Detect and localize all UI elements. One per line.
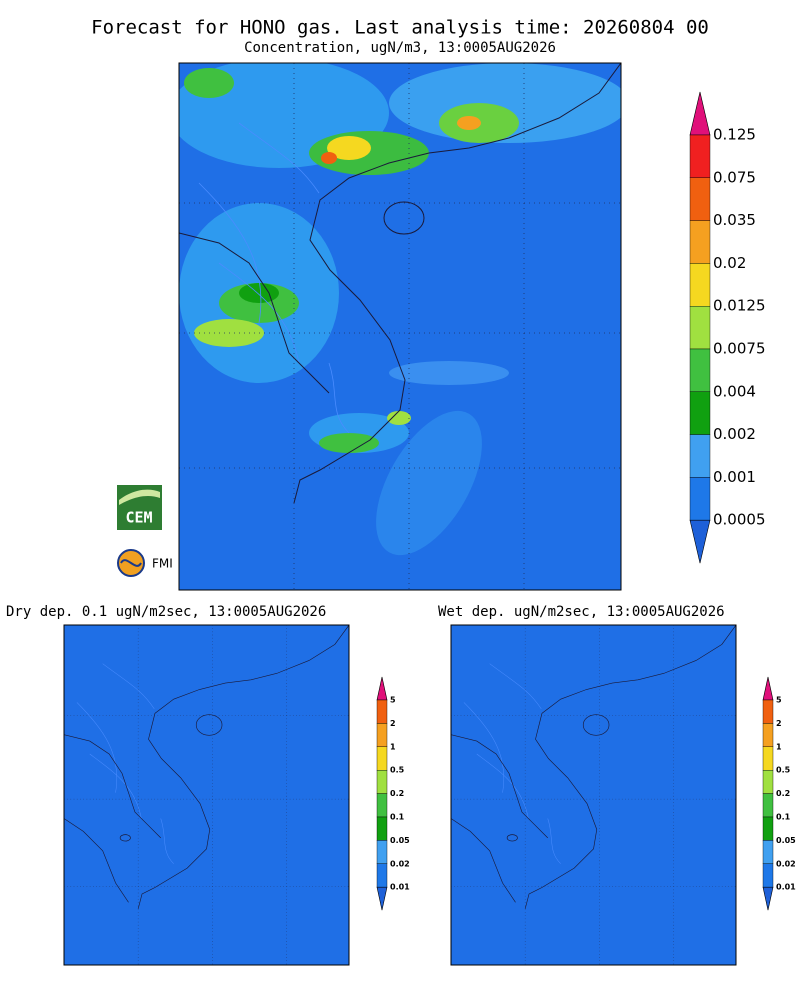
colorbar-label: 5 — [776, 696, 782, 705]
logo-text: FMI — [152, 557, 173, 571]
colorbar-label: 0.5 — [390, 766, 405, 775]
colorbar-segment — [762, 699, 774, 724]
colorbar-bottom — [376, 886, 388, 911]
colorbar-label: 0.001 — [713, 468, 756, 486]
colorbar-segment — [762, 816, 774, 841]
colorbar-segment — [762, 723, 774, 748]
colorbar-label: 0.2 — [776, 789, 790, 798]
colorbar-bottom — [762, 886, 774, 911]
main-map-frame — [178, 62, 622, 591]
colorbar-segment — [689, 263, 711, 307]
colorbar-segment — [762, 840, 774, 865]
colorbar-segment — [689, 220, 711, 264]
colorbar-label: 0.01 — [776, 883, 796, 892]
colorbar-segment — [762, 863, 774, 888]
colorbar-label: 0.5 — [776, 766, 791, 775]
colorbars: 0.1250.0750.0350.020.01250.00750.0040.00… — [376, 91, 796, 911]
colorbar-top — [376, 676, 388, 701]
colorbar-label: 0.002 — [713, 425, 756, 443]
colorbar-top — [762, 676, 774, 701]
colorbar-segment — [376, 793, 388, 818]
colorbar-label: 1 — [390, 742, 396, 751]
logo-text: CEM — [125, 509, 152, 527]
colorbar-label: 0.2 — [390, 789, 404, 798]
colorbar-label: 0.075 — [713, 168, 756, 186]
colorbar-segment — [376, 723, 388, 748]
colorbar-label: 0.1 — [390, 813, 405, 822]
colorbar-top — [689, 91, 711, 136]
colorbar-label: 0.05 — [390, 836, 410, 845]
colorbar-segment — [376, 863, 388, 888]
fmi-logo: FMI — [117, 549, 173, 577]
colorbar-label: 0.01 — [390, 883, 410, 892]
main-map — [179, 63, 621, 590]
colorbar-label: 0.02 — [713, 254, 746, 272]
colorbar-label: 2 — [390, 719, 396, 728]
colorbar-segment — [376, 770, 388, 794]
colorbar-label: 0.02 — [776, 859, 796, 868]
wet-dep-map — [450, 624, 737, 966]
colorbar-segment — [762, 746, 774, 771]
colorbar-segment — [689, 306, 711, 350]
colorbar-label: 0.004 — [713, 382, 756, 400]
colorbar-segment — [689, 177, 711, 221]
colorbar-segment — [376, 746, 388, 771]
subtitle: Concentration, ugN/m3, 13:0005AUG2026 — [244, 40, 556, 56]
title: Forecast for HONO gas. Last analysis tim… — [91, 17, 709, 39]
colorbar-label: 0.035 — [713, 211, 756, 229]
colorbar-segment — [689, 348, 711, 392]
colorbar-label: 0.1 — [776, 813, 791, 822]
colorbar-segment — [689, 477, 711, 521]
colorbar-segment — [762, 793, 774, 818]
colorbar-segment — [689, 134, 711, 178]
colorbar-segment — [376, 840, 388, 865]
colorbar-label: 0.0075 — [713, 340, 766, 358]
dry-dep-map — [63, 624, 350, 966]
panel-title: Dry dep. 0.1 ugN/m2sec, 13:0005AUG2026 — [6, 604, 326, 620]
colorbar-label: 0.05 — [776, 836, 796, 845]
colorbar-segment — [762, 770, 774, 794]
colorbar-label: 0.125 — [713, 126, 756, 144]
colorbar-label: 5 — [390, 696, 396, 705]
colorbar-label: 2 — [776, 719, 782, 728]
colorbar-segment — [689, 391, 711, 435]
cem-logo: CEM — [117, 485, 162, 530]
colorbar-segment — [689, 434, 711, 478]
colorbar-segment — [376, 699, 388, 724]
colorbar-label: 0.02 — [390, 859, 410, 868]
panel-title: Wet dep. ugN/m2sec, 13:0005AUG2026 — [438, 604, 725, 620]
colorbar-bottom — [689, 519, 711, 564]
wet-map-frame — [450, 624, 737, 966]
colorbar-segment — [376, 816, 388, 841]
colorbar-label: 0.0125 — [713, 297, 766, 315]
colorbar-label: 1 — [776, 742, 782, 751]
colorbar-label: 0.0005 — [713, 511, 766, 529]
dry-map-frame — [63, 624, 350, 966]
